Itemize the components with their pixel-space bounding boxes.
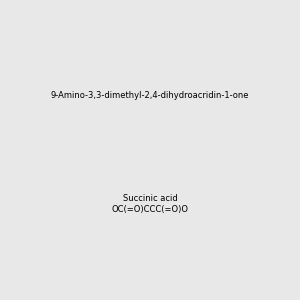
- Text: 9-Amino-3,3-dimethyl-2,4-dihydroacridin-1-one: 9-Amino-3,3-dimethyl-2,4-dihydroacridin-…: [51, 92, 249, 100]
- Text: Succinic acid
OC(=O)CCC(=O)O: Succinic acid OC(=O)CCC(=O)O: [112, 194, 188, 214]
